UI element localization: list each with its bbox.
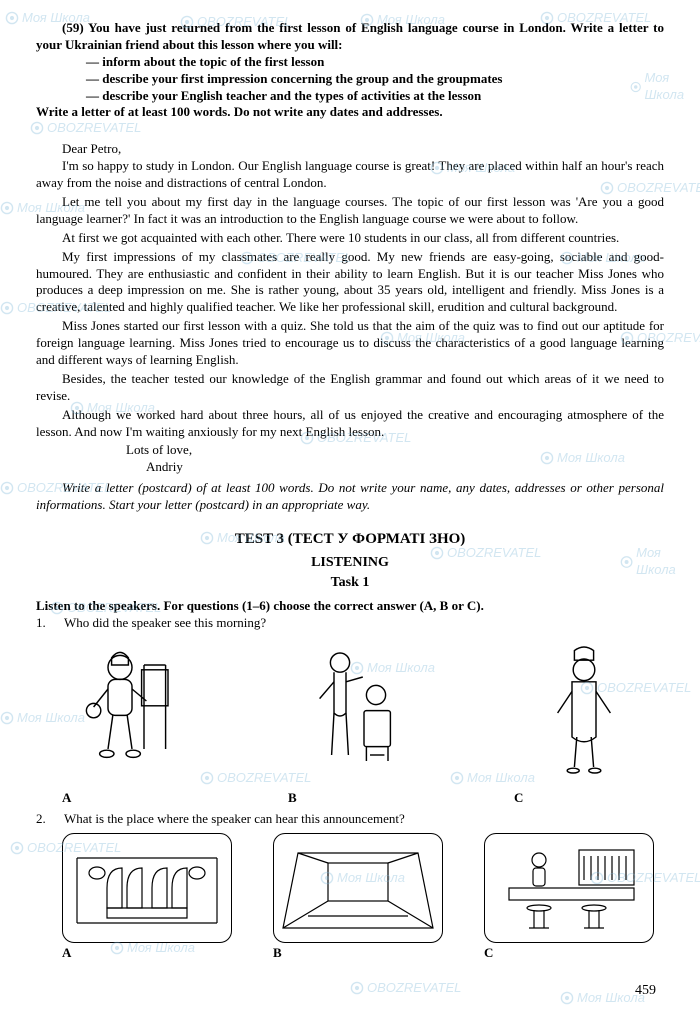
letter-p3: At first we got acquainted with each oth… bbox=[36, 230, 664, 247]
q2-option-b: B bbox=[273, 833, 443, 962]
task-heading: (59) You have just returned from the fir… bbox=[36, 20, 664, 54]
letter-signoff1: Lots of love, bbox=[36, 442, 664, 459]
q2-label-c: C bbox=[484, 945, 493, 962]
letter-signoff2: Andriy bbox=[36, 459, 664, 476]
q2-option-a: A bbox=[62, 833, 232, 962]
cinema-screen-icon bbox=[278, 838, 438, 938]
q2-label-a: A bbox=[62, 945, 71, 962]
painter-boy-icon bbox=[72, 638, 192, 788]
q1-num: 1. bbox=[36, 615, 54, 632]
q2-num: 2. bbox=[36, 811, 54, 828]
bar-counter-icon bbox=[489, 838, 649, 938]
q1-label-c: C bbox=[514, 790, 523, 807]
test-title: TEST 3 (ТЕСТ У ФОРМАТІ ЗНО) bbox=[36, 530, 664, 550]
test-instruction: Listen to the speakers. For questions (1… bbox=[36, 598, 664, 615]
q1-option-c: C bbox=[514, 638, 654, 807]
airplane-seats-icon bbox=[67, 838, 227, 938]
task-bullet-2: — describe your first impression concern… bbox=[36, 71, 664, 88]
letter-p5: Miss Jones started our first lesson with… bbox=[36, 318, 664, 369]
task-label: Task 1 bbox=[36, 574, 664, 592]
watermark: Моя Школа bbox=[560, 990, 645, 1007]
q1-text: Who did the speaker see this morning? bbox=[64, 615, 266, 632]
hairdresser-icon bbox=[298, 638, 418, 788]
q1-options: A B bbox=[36, 638, 664, 807]
q1-label-b: B bbox=[288, 790, 297, 807]
watermark: OBOZREVATEL bbox=[350, 980, 461, 997]
letter-p1: I'm so happy to study in London. Our Eng… bbox=[36, 158, 664, 192]
letter-p4: My first impressions of my classmates ar… bbox=[36, 249, 664, 317]
q1-option-b: B bbox=[288, 638, 428, 807]
question-1: 1. Who did the speaker see this morning? bbox=[36, 615, 664, 632]
q1-label-a: A bbox=[62, 790, 71, 807]
q2-label-b: B bbox=[273, 945, 282, 962]
task-closing: Write a letter of at least 100 words. Do… bbox=[36, 104, 664, 121]
q2-option-c: C bbox=[484, 833, 654, 962]
q1-option-a: A bbox=[62, 638, 202, 807]
postcard-note: Write a letter (postcard) of at least 10… bbox=[36, 480, 664, 514]
question-2: 2. What is the place where the speaker c… bbox=[36, 811, 664, 828]
page-number: 459 bbox=[635, 982, 656, 1000]
q2-text: What is the place where the speaker can … bbox=[64, 811, 405, 828]
letter-p7: Although we worked hard about three hour… bbox=[36, 407, 664, 441]
letter-p6: Besides, the teacher tested our knowledg… bbox=[36, 371, 664, 405]
letter-p2: Let me tell you about my first day in th… bbox=[36, 194, 664, 228]
letter-greeting: Dear Petro, bbox=[36, 141, 664, 158]
woman-chef-icon bbox=[524, 638, 644, 788]
task-bullet-1: — inform about the topic of the first le… bbox=[36, 54, 664, 71]
q2-options: A B bbox=[36, 833, 664, 962]
task-bullet-3: — describe your English teacher and the … bbox=[36, 88, 664, 105]
listening-heading: LISTENING bbox=[36, 554, 664, 572]
